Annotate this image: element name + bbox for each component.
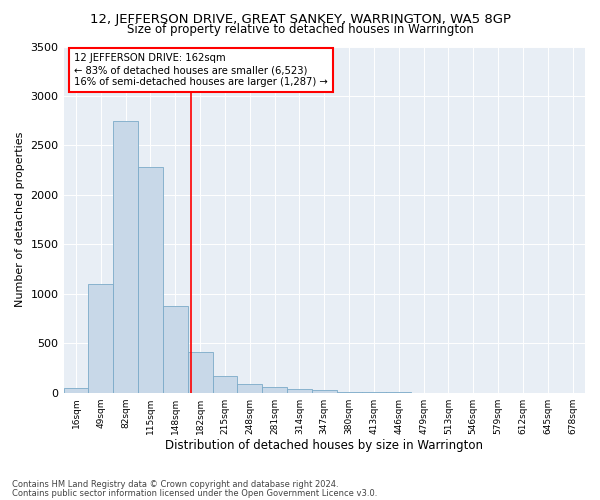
Bar xyxy=(113,120,138,392)
Bar xyxy=(262,387,287,392)
Text: 12, JEFFERSON DRIVE, GREAT SANKEY, WARRINGTON, WA5 8GP: 12, JEFFERSON DRIVE, GREAT SANKEY, WARRI… xyxy=(89,12,511,26)
Text: Size of property relative to detached houses in Warrington: Size of property relative to detached ho… xyxy=(127,22,473,36)
Bar xyxy=(88,284,113,393)
Bar xyxy=(287,389,312,392)
Bar xyxy=(163,306,188,392)
Text: Contains public sector information licensed under the Open Government Licence v3: Contains public sector information licen… xyxy=(12,488,377,498)
Bar xyxy=(64,388,88,392)
Bar xyxy=(212,376,238,392)
Bar xyxy=(188,352,212,393)
X-axis label: Distribution of detached houses by size in Warrington: Distribution of detached houses by size … xyxy=(165,440,483,452)
Bar xyxy=(238,384,262,392)
Y-axis label: Number of detached properties: Number of detached properties xyxy=(15,132,25,308)
Bar xyxy=(138,167,163,392)
Bar xyxy=(312,390,337,392)
Text: Contains HM Land Registry data © Crown copyright and database right 2024.: Contains HM Land Registry data © Crown c… xyxy=(12,480,338,489)
Text: 12 JEFFERSON DRIVE: 162sqm
← 83% of detached houses are smaller (6,523)
16% of s: 12 JEFFERSON DRIVE: 162sqm ← 83% of deta… xyxy=(74,54,328,86)
